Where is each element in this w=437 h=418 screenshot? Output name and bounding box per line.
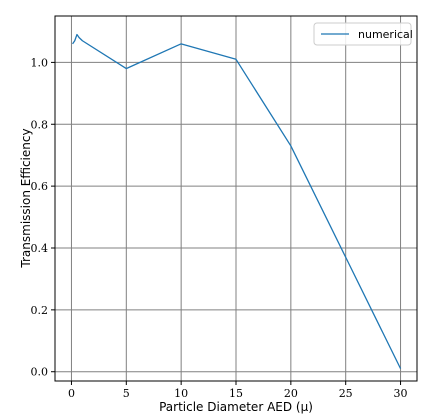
- x-tick-label-5: 25: [339, 387, 353, 400]
- x-tick-label-1: 5: [123, 387, 130, 400]
- y-tick-label-1: 0.2: [31, 304, 49, 317]
- legend: numerical: [313, 22, 413, 46]
- data-point-0-5: [126, 68, 127, 69]
- series-layer: [72, 33, 402, 369]
- x-tick-label-3: 15: [229, 387, 243, 400]
- y-tick-label-0: 0.0: [31, 366, 49, 379]
- x-tick-label-4: 20: [284, 387, 298, 400]
- data-point-0-3: [79, 37, 80, 38]
- series-line-numerical: [72, 33, 402, 369]
- grid-layer: [55, 16, 417, 381]
- legend-label-numerical: numerical: [358, 28, 413, 41]
- data-point-0-6: [181, 43, 182, 44]
- data-point-0-8: [290, 145, 291, 146]
- tick-layer: 0 5 10 15 20 25 30 0.0 0.2 0.4 0.6 0.8 1.0: [31, 56, 408, 400]
- legend-frame: [313, 22, 412, 46]
- data-point-0-0: [72, 43, 73, 44]
- x-tick-label-2: 10: [174, 387, 188, 400]
- y-tick-label-3: 0.6: [31, 180, 49, 193]
- x-axis-label: Particle Diameter AED (μ): [159, 400, 313, 414]
- x-tick-label-6: 30: [394, 387, 408, 400]
- data-point-0-2: [76, 34, 77, 35]
- x-tick-label-0: 0: [68, 387, 75, 400]
- data-point-0-10: [400, 368, 401, 369]
- data-point-0-7: [235, 59, 236, 60]
- y-tick-label-2: 0.4: [31, 242, 49, 255]
- y-axis-label: Transmission Efficiency: [19, 128, 33, 268]
- data-point-0-4: [82, 40, 83, 41]
- y-tick-label-4: 0.8: [31, 118, 49, 131]
- data-point-0-9: [345, 257, 346, 258]
- y-tick-label-5: 1.0: [31, 56, 49, 69]
- data-point-0-1: [74, 40, 75, 41]
